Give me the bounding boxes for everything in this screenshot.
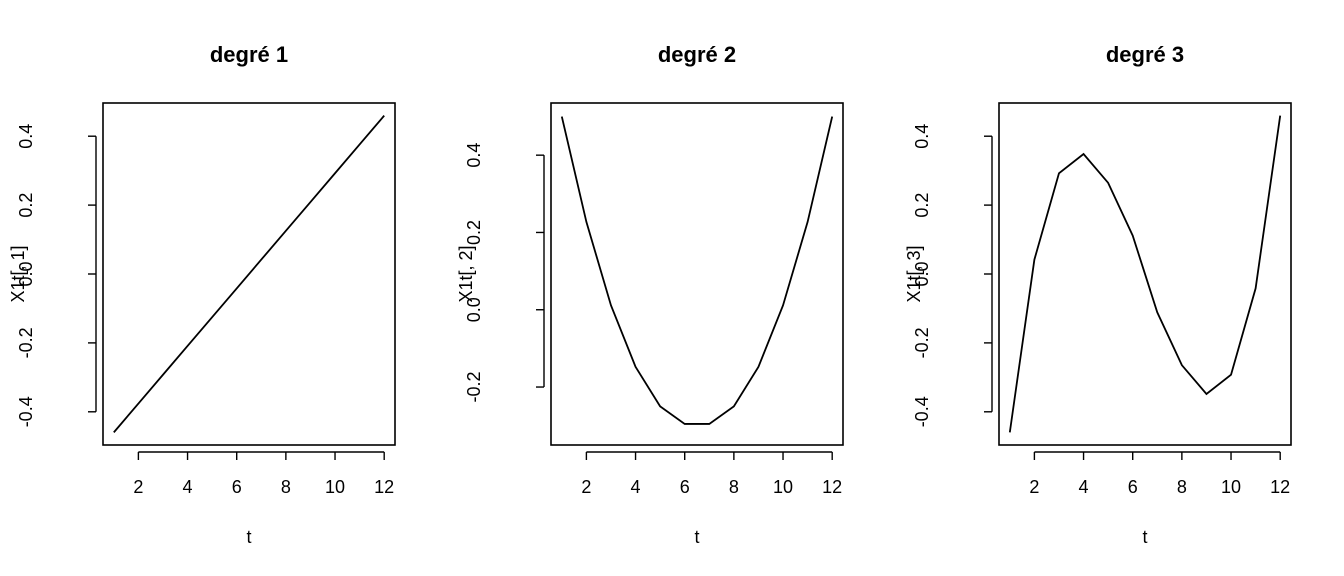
x-axis-label: t — [694, 527, 699, 547]
y-axis: -0.2 0.0 0.2 0.4 — [464, 143, 545, 403]
x-tick-label: 12 — [1270, 477, 1290, 497]
x-axis-label: t — [1142, 527, 1147, 547]
y-tick-label: 0.2 — [16, 193, 36, 218]
chart-title: degré 3 — [1106, 42, 1184, 67]
panel-degre-2: degré 2 2 4 6 8 10 12 -0.2 0.0 0.2 0.4 t X1t[, 2… — [456, 42, 844, 547]
x-tick-label: 8 — [281, 477, 291, 497]
y-axis: -0.4 -0.2 0.0 0.2 0.4 — [912, 124, 993, 427]
y-tick-label: 0.2 — [912, 193, 932, 218]
x-axis: 2 4 6 8 10 12 — [1029, 451, 1290, 497]
x-tick-label: 8 — [1177, 477, 1187, 497]
y-tick-label: 0.0 — [464, 297, 484, 322]
series-line — [113, 115, 385, 433]
x-axis: 2 4 6 8 10 12 — [581, 451, 842, 497]
x-tick-label: 2 — [581, 477, 591, 497]
plot-area-frame — [102, 102, 396, 446]
x-tick-label: 10 — [773, 477, 793, 497]
x-axis: 2 4 6 8 10 12 — [133, 451, 394, 497]
y-axis-label: X1t[, 1] — [8, 245, 28, 302]
y-tick-label: 0.4 — [912, 124, 932, 149]
x-tick-label: 6 — [232, 477, 242, 497]
y-tick-label: 0.4 — [464, 143, 484, 168]
x-tick-label: 12 — [374, 477, 394, 497]
plot-area-frame — [998, 102, 1292, 446]
x-tick-label: 4 — [1079, 477, 1089, 497]
y-tick-label: 0.0 — [912, 261, 932, 286]
x-tick-label: 4 — [183, 477, 193, 497]
y-tick-label: 0.4 — [16, 124, 36, 149]
series — [1008, 115, 1282, 433]
x-tick-label: 8 — [729, 477, 739, 497]
y-tick-label: 0.2 — [464, 220, 484, 245]
y-axis-label: X1t[, 3] — [904, 245, 924, 302]
panel-degre-1: degré 1 2 4 6 8 10 12 -0.4 -0.2 0.0 0.2 0.4 t X1t… — [8, 42, 396, 547]
y-tick-label: -0.2 — [464, 372, 484, 403]
x-tick-label: 2 — [133, 477, 143, 497]
y-tick-label: 0.0 — [16, 261, 36, 286]
x-tick-label: 10 — [1221, 477, 1241, 497]
y-tick-label: -0.2 — [16, 327, 36, 358]
plot-area-frame — [550, 102, 844, 446]
x-tick-label: 4 — [631, 477, 641, 497]
chart-title: degré 2 — [658, 42, 736, 67]
series — [113, 115, 385, 433]
x-axis-label: t — [246, 527, 251, 547]
x-tick-label: 6 — [1128, 477, 1138, 497]
series-line — [1008, 115, 1282, 433]
series-line — [560, 116, 834, 425]
y-axis-label: X1t[, 2] — [456, 245, 476, 302]
x-tick-label: 12 — [822, 477, 842, 497]
x-tick-label: 2 — [1029, 477, 1039, 497]
y-tick-label: -0.4 — [16, 396, 36, 427]
x-tick-label: 6 — [680, 477, 690, 497]
y-axis: -0.4 -0.2 0.0 0.2 0.4 — [16, 124, 97, 427]
chart-title: degré 1 — [210, 42, 288, 67]
y-tick-label: -0.4 — [912, 396, 932, 427]
x-tick-label: 10 — [325, 477, 345, 497]
series — [560, 116, 834, 425]
y-tick-label: -0.2 — [912, 327, 932, 358]
panel-degre-3: degré 3 2 4 6 8 10 12 -0.4 -0.2 0.0 0.2 0.4 t X1t… — [904, 42, 1292, 547]
